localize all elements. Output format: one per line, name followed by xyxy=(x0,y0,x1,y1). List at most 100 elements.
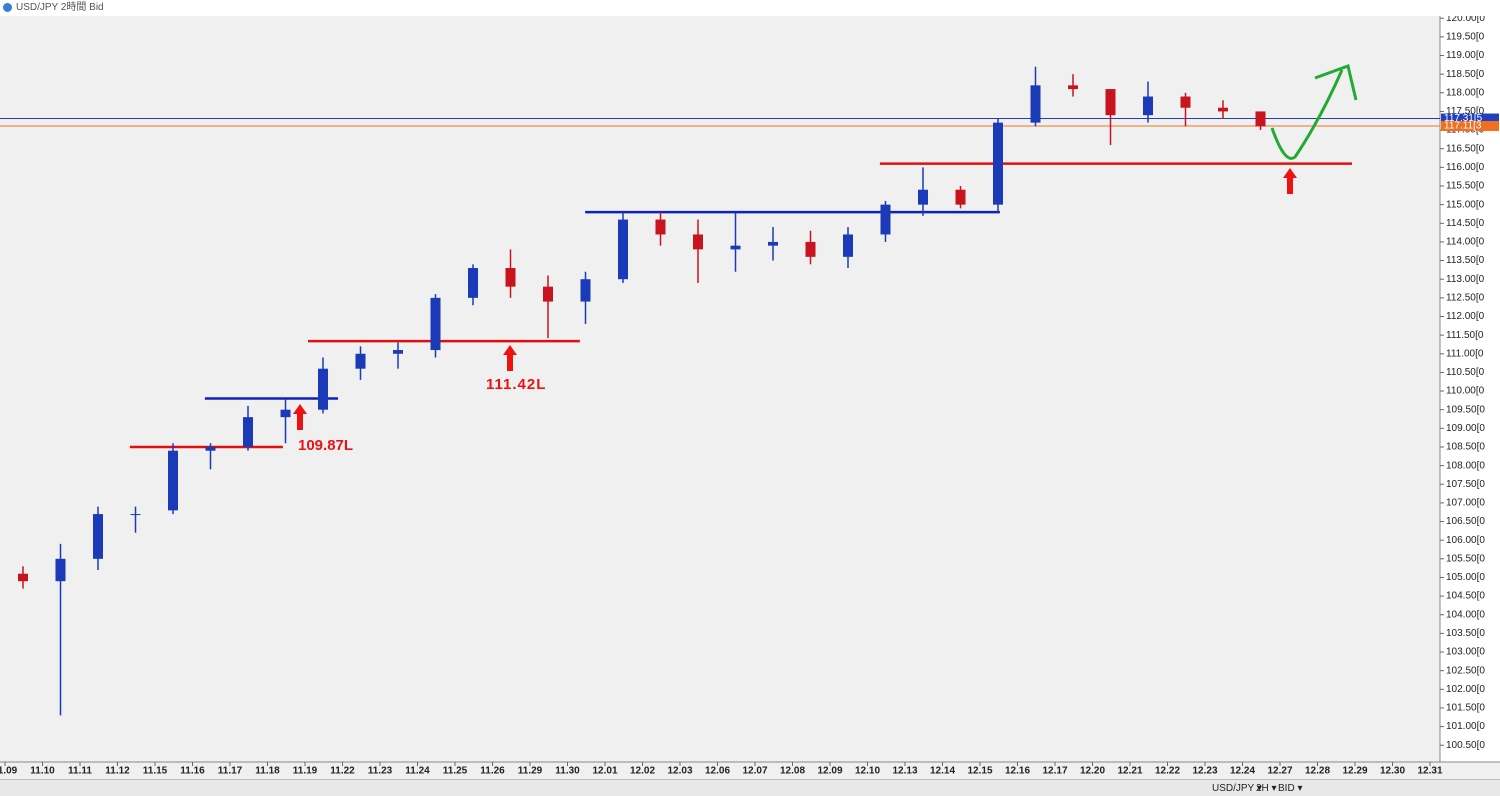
y-tick-label: 118.00[0 xyxy=(1446,87,1485,98)
x-tick-label: 12.15 xyxy=(967,766,992,777)
x-tick-label: 11.11 xyxy=(68,766,92,777)
y-tick-label: 106.50[0 xyxy=(1446,516,1485,527)
forecast-arrowhead xyxy=(1314,64,1358,101)
candle-body xyxy=(1030,85,1041,123)
y-tick-label: 119.50[0 xyxy=(1446,32,1485,43)
annotation: 109.87L xyxy=(298,437,353,454)
candle-body xyxy=(1068,85,1078,90)
candle-body xyxy=(1105,89,1116,116)
title-bar: USD/JPY 2時間 Bid xyxy=(0,0,1500,17)
y-tick-label: 111.50[0 xyxy=(1446,330,1484,341)
x-tick-label: 11.22 xyxy=(330,766,355,777)
candle-body xyxy=(280,409,291,418)
candle-body xyxy=(18,573,28,582)
annotation: 111.42L xyxy=(486,376,546,393)
y-tick-label: 115.50[0 xyxy=(1446,181,1485,192)
x-tick-label: 12.28 xyxy=(1305,766,1330,777)
y-tick-label: 102.00[0 xyxy=(1446,684,1485,695)
price-tag-label: 117.11[3 xyxy=(1444,121,1482,132)
y-tick-label: 103.50[0 xyxy=(1446,628,1485,639)
x-tick-label: 12.10 xyxy=(855,766,880,777)
y-tick-label: 118.50[0 xyxy=(1446,69,1485,80)
side-select[interactable]: BID ▾ xyxy=(1278,783,1303,794)
candle-body xyxy=(1180,96,1191,108)
candle-body xyxy=(880,204,891,235)
x-tick-label: 11.29 xyxy=(518,766,543,777)
candle-body xyxy=(318,368,328,410)
candle-body xyxy=(1143,96,1153,116)
timeframe-select[interactable]: 2H ▾ xyxy=(1256,783,1277,794)
arrow-up xyxy=(1283,168,1297,194)
candle-body xyxy=(93,514,103,559)
candle-body xyxy=(1218,107,1228,112)
arrow-up xyxy=(293,404,307,430)
y-tick-label: 114.00[0 xyxy=(1446,237,1485,248)
y-tick-label: 107.50[0 xyxy=(1446,479,1485,490)
y-tick-label: 113.50[0 xyxy=(1446,255,1485,266)
x-tick-label: 11.09 xyxy=(0,766,18,777)
y-tick-label: 108.50[0 xyxy=(1446,442,1485,453)
plot-bg xyxy=(0,16,1440,762)
candle-body xyxy=(805,241,816,257)
y-axis-bg xyxy=(1440,16,1500,762)
x-tick-label: 12.03 xyxy=(667,766,692,777)
y-tick-label: 101.00[0 xyxy=(1446,721,1485,732)
y-tick-label: 120.00[0 xyxy=(1446,16,1485,24)
y-tick-label: 112.50[0 xyxy=(1446,292,1485,303)
x-tick-label: 12.23 xyxy=(1192,766,1217,777)
x-tick-label: 12.30 xyxy=(1380,766,1405,777)
y-tick-label: 110.50[0 xyxy=(1446,367,1485,378)
x-tick-label: 12.06 xyxy=(705,766,730,777)
candle-body xyxy=(730,245,741,250)
x-tick-label: 12.22 xyxy=(1155,766,1180,777)
x-tick-label: 12.09 xyxy=(817,766,842,777)
x-tick-label: 11.17 xyxy=(218,766,243,777)
x-tick-label: 12.07 xyxy=(742,766,767,777)
candle-body xyxy=(55,558,66,582)
y-tick-label: 114.50[0 xyxy=(1446,218,1485,229)
candle-body xyxy=(505,268,516,287)
x-tick-label: 12.16 xyxy=(1005,766,1030,777)
forecast-curve xyxy=(1270,69,1344,160)
price-tag xyxy=(1441,113,1499,124)
x-tick-label: 12.24 xyxy=(1230,766,1255,777)
x-tick-label: 12.21 xyxy=(1117,766,1142,777)
x-tick-label: 11.19 xyxy=(293,766,318,777)
y-tick-label: 117.50[0 xyxy=(1446,106,1485,117)
x-tick-label: 11.30 xyxy=(555,766,580,777)
y-tick-label: 102.50[0 xyxy=(1446,665,1485,676)
y-tick-label: 106.00[0 xyxy=(1446,535,1485,546)
x-tick-label: 11.24 xyxy=(405,766,430,777)
candle-body xyxy=(430,297,441,351)
candle-body xyxy=(580,279,591,302)
x-tick-label: 11.23 xyxy=(368,766,393,777)
y-tick-label: 101.50[0 xyxy=(1446,703,1485,714)
candle-body xyxy=(693,234,703,250)
x-tick-label: 12.08 xyxy=(780,766,805,777)
y-tick-label: 105.50[0 xyxy=(1446,553,1485,564)
y-tick-label: 104.50[0 xyxy=(1446,591,1485,602)
x-tick-label: 11.18 xyxy=(255,766,280,777)
symbol-select[interactable]: USD/JPY ▾ xyxy=(1212,783,1262,794)
window-title: USD/JPY 2時間 Bid xyxy=(16,2,104,13)
candle-body xyxy=(993,122,1003,205)
y-tick-label: 119.00[0 xyxy=(1446,50,1485,61)
y-tick-label: 100.50[0 xyxy=(1446,740,1485,751)
candle-body xyxy=(468,268,478,298)
candle-body xyxy=(393,350,403,354)
y-tick-label: 105.00[0 xyxy=(1446,572,1485,583)
y-tick-label: 116.50[0 xyxy=(1446,143,1485,154)
y-tick-label: 109.00[0 xyxy=(1446,423,1485,434)
y-tick-label: 113.00[0 xyxy=(1446,274,1485,285)
x-tick-label: 12.20 xyxy=(1080,766,1105,777)
candle-body xyxy=(355,353,366,369)
x-tick-label: 11.25 xyxy=(443,766,468,777)
x-tick-label: 11.26 xyxy=(480,766,505,777)
chart: 109.87L 111.42L 100.50[0 101.00[0 101.50[0… xyxy=(0,16,1500,777)
candle-body xyxy=(543,286,553,302)
y-tick-label: 115.00[0 xyxy=(1446,199,1485,210)
candle-body xyxy=(918,189,928,205)
candle-body xyxy=(243,417,253,447)
arrow-up xyxy=(503,345,517,371)
